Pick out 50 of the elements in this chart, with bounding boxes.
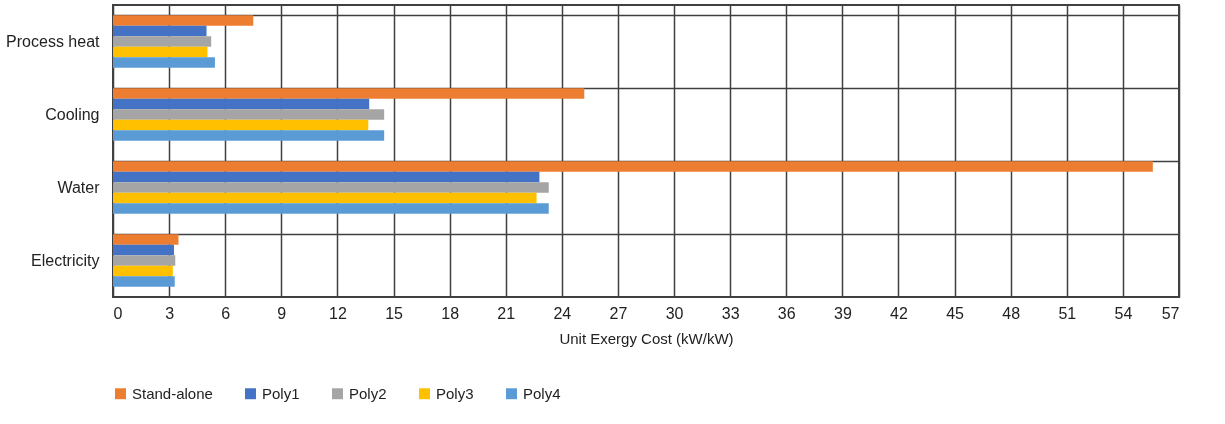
bar — [113, 109, 385, 120]
legend-label: Poly2 — [349, 384, 387, 402]
legend-label: Poly3 — [436, 384, 474, 402]
bar — [113, 171, 540, 183]
x-tick-label: 39 — [833, 304, 852, 322]
x-axis-title: Unit Exergy Cost (kW/kW) — [559, 329, 734, 347]
x-tick-label: 21 — [497, 304, 516, 322]
x-tick-label: 57 — [1161, 304, 1180, 322]
bar — [113, 192, 537, 204]
bar — [113, 234, 179, 245]
bar — [113, 25, 207, 37]
x-tick-label: 18 — [441, 304, 460, 322]
bar — [113, 46, 208, 58]
x-tick-label: 42 — [890, 304, 908, 322]
x-tick-label: 15 — [385, 304, 404, 322]
y-tick-label: Process heat — [6, 32, 101, 50]
x-tick-label: 12 — [329, 304, 347, 322]
bar — [113, 36, 212, 47]
bar — [113, 15, 254, 26]
legend-label: Stand-alone — [132, 384, 213, 402]
bar — [113, 130, 385, 141]
bar — [113, 98, 370, 110]
x-tick-label: 9 — [277, 304, 287, 322]
legend-label: Poly1 — [262, 384, 300, 402]
y-tick-label: Electricity — [31, 251, 100, 269]
bar — [113, 161, 1153, 172]
bar — [113, 203, 549, 214]
y-tick-label: Cooling — [45, 105, 100, 123]
bar — [113, 265, 173, 277]
x-tick-label: 33 — [721, 304, 740, 322]
x-tick-label: 6 — [221, 304, 231, 322]
bar — [113, 119, 369, 131]
bar — [113, 182, 549, 193]
bar — [113, 57, 215, 68]
x-tick-label: 30 — [665, 304, 684, 322]
x-tick-label: 0 — [113, 304, 123, 322]
x-tick-label: 54 — [1114, 304, 1133, 322]
x-tick-label: 45 — [946, 304, 965, 322]
x-tick-label: 27 — [609, 304, 628, 322]
bar — [113, 244, 174, 256]
x-tick-label: 48 — [1002, 304, 1021, 322]
y-tick-label: Water — [57, 178, 101, 196]
bar — [113, 276, 175, 287]
x-tick-label: 3 — [165, 304, 175, 322]
bar — [113, 88, 585, 99]
bar — [113, 255, 176, 266]
x-tick-label: 51 — [1058, 304, 1077, 322]
x-tick-label: 24 — [553, 304, 572, 322]
legend-label: Poly4 — [523, 384, 561, 402]
x-tick-label: 36 — [777, 304, 796, 322]
